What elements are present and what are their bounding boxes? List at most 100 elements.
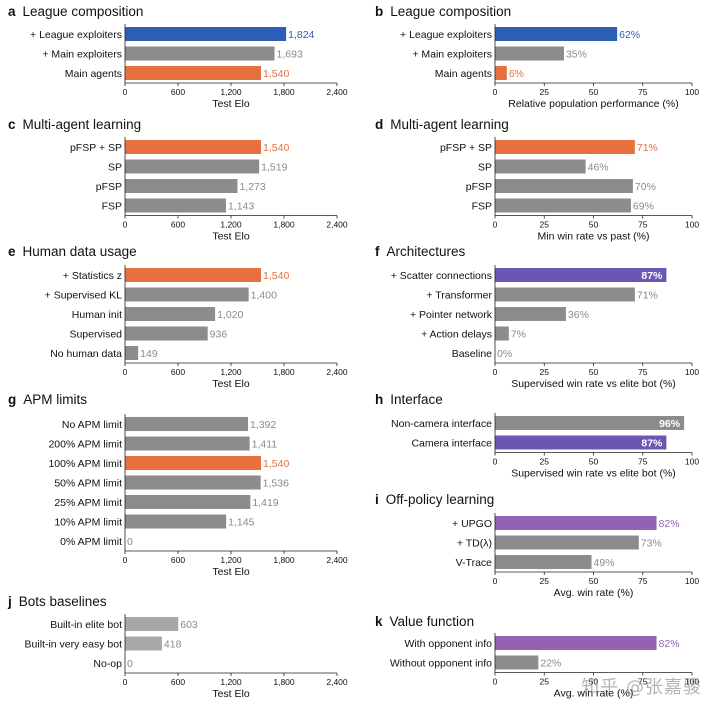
x-tick-label: 25 [540, 677, 550, 687]
category-label: + Transformer [426, 290, 492, 302]
value-label: 936 [210, 329, 228, 341]
x-tick-label: 1,200 [220, 87, 242, 97]
panel-title-text: APM limits [23, 392, 87, 407]
category-label: 50% APM limit [54, 478, 122, 490]
x-tick-label: 1,200 [220, 677, 242, 687]
bar-k-1 [495, 655, 539, 670]
value-label: 1,145 [228, 517, 254, 529]
x-tick-label: 100 [685, 87, 699, 97]
x-tick-label: 0 [493, 457, 498, 467]
x-axis-label: Avg. win rate (%) [554, 587, 634, 599]
x-axis-label: Min win rate vs past (%) [537, 231, 649, 243]
category-label: + Action delays [421, 329, 492, 341]
bar-a-2 [125, 66, 262, 80]
panel-letter: e [8, 244, 16, 259]
x-axis-label: Test Elo [212, 231, 250, 243]
x-tick-label: 100 [685, 367, 699, 377]
value-label: 71% [637, 142, 658, 154]
x-tick-label: 2,400 [326, 220, 348, 230]
category-label: + Main exploiters [412, 49, 492, 61]
bar-h-1 [495, 435, 667, 450]
category-label: 25% APM limit [54, 497, 122, 509]
x-tick-label: 1,200 [220, 220, 242, 230]
bar-b-1 [495, 46, 564, 61]
category-label: FSP [102, 201, 122, 213]
value-label: 1,540 [263, 68, 289, 80]
bar-b-2 [495, 66, 507, 80]
bar-e-0 [125, 268, 262, 282]
bar-e-1 [125, 287, 249, 302]
value-label: 1,143 [228, 201, 254, 213]
x-axis-label: Test Elo [212, 566, 250, 578]
category-label: + Statistics z [63, 270, 122, 282]
x-tick-label: 600 [171, 87, 185, 97]
x-axis-label: Supervised win rate vs elite bot (%) [511, 378, 676, 390]
value-label: 149 [140, 348, 158, 360]
value-label: 71% [637, 290, 658, 302]
bar-a-0 [125, 27, 287, 41]
x-tick-label: 50 [589, 367, 599, 377]
panel-letter: c [8, 117, 16, 132]
category-label: FSP [472, 201, 492, 213]
value-label: 1,540 [263, 458, 289, 470]
panel-title-d: d Multi-agent learning [375, 117, 509, 132]
x-tick-label: 100 [685, 677, 699, 687]
category-label: No APM limit [62, 419, 122, 431]
category-label: Camera interface [411, 438, 492, 450]
x-tick-label: 600 [171, 677, 185, 687]
value-label: 6% [509, 68, 524, 80]
bar-i-2 [495, 555, 592, 569]
x-axis-label: Test Elo [212, 378, 250, 390]
x-tick-label: 50 [589, 677, 599, 687]
x-tick-label: 50 [589, 220, 599, 230]
panel-letter: k [375, 614, 383, 629]
value-label: 603 [180, 619, 198, 631]
bar-g-0 [125, 417, 248, 431]
x-axis-label: Test Elo [212, 688, 250, 700]
x-tick-label: 25 [540, 367, 550, 377]
x-tick-label: 25 [540, 576, 550, 586]
category-label: + Main exploiters [42, 49, 122, 61]
x-tick-label: 1,200 [220, 555, 242, 565]
bar-d-3 [495, 198, 631, 213]
x-tick-label: 75 [638, 220, 648, 230]
value-label: 46% [588, 162, 609, 174]
x-tick-label: 50 [589, 576, 599, 586]
panel-letter: g [8, 392, 16, 407]
category-label: + Supervised KL [45, 290, 123, 302]
x-axis-label: Test Elo [212, 98, 250, 110]
bar-e-4 [125, 346, 139, 360]
panel-title-text: Architectures [387, 244, 466, 259]
panel-letter: i [375, 492, 379, 507]
panel-letter: f [375, 244, 380, 259]
bar-i-1 [495, 535, 639, 550]
category-label: Main agents [65, 68, 122, 80]
category-label: Main agents [435, 68, 492, 80]
bar-f-1 [495, 287, 635, 302]
category-label: pFSP + SP [440, 142, 492, 154]
bar-g-4 [125, 495, 251, 509]
bar-h-0 [495, 416, 685, 430]
value-label: 1,020 [217, 309, 243, 321]
panel-title-a: a League composition [8, 4, 143, 19]
x-tick-label: 75 [638, 677, 648, 687]
bar-c-0 [125, 140, 262, 154]
bar-c-1 [125, 159, 260, 174]
category-label: No-op [93, 658, 122, 670]
x-tick-label: 0 [493, 87, 498, 97]
value-label: 1,824 [288, 29, 314, 41]
value-label: 22% [540, 658, 561, 670]
category-label: SP [108, 162, 122, 174]
bar-g-5 [125, 514, 227, 529]
value-label: 62% [619, 29, 640, 41]
x-tick-label: 1,800 [273, 555, 295, 565]
panel-title-text: Off-policy learning [386, 492, 495, 507]
value-label: 7% [511, 329, 526, 341]
bar-k-0 [495, 636, 657, 650]
category-label: 0% APM limit [60, 536, 122, 548]
category-label: V-Trace [456, 557, 493, 569]
value-label: 1,273 [239, 181, 265, 193]
category-label: + League exploiters [30, 29, 122, 41]
category-label: 100% APM limit [48, 458, 122, 470]
x-axis-label: Relative population performance (%) [508, 98, 678, 110]
